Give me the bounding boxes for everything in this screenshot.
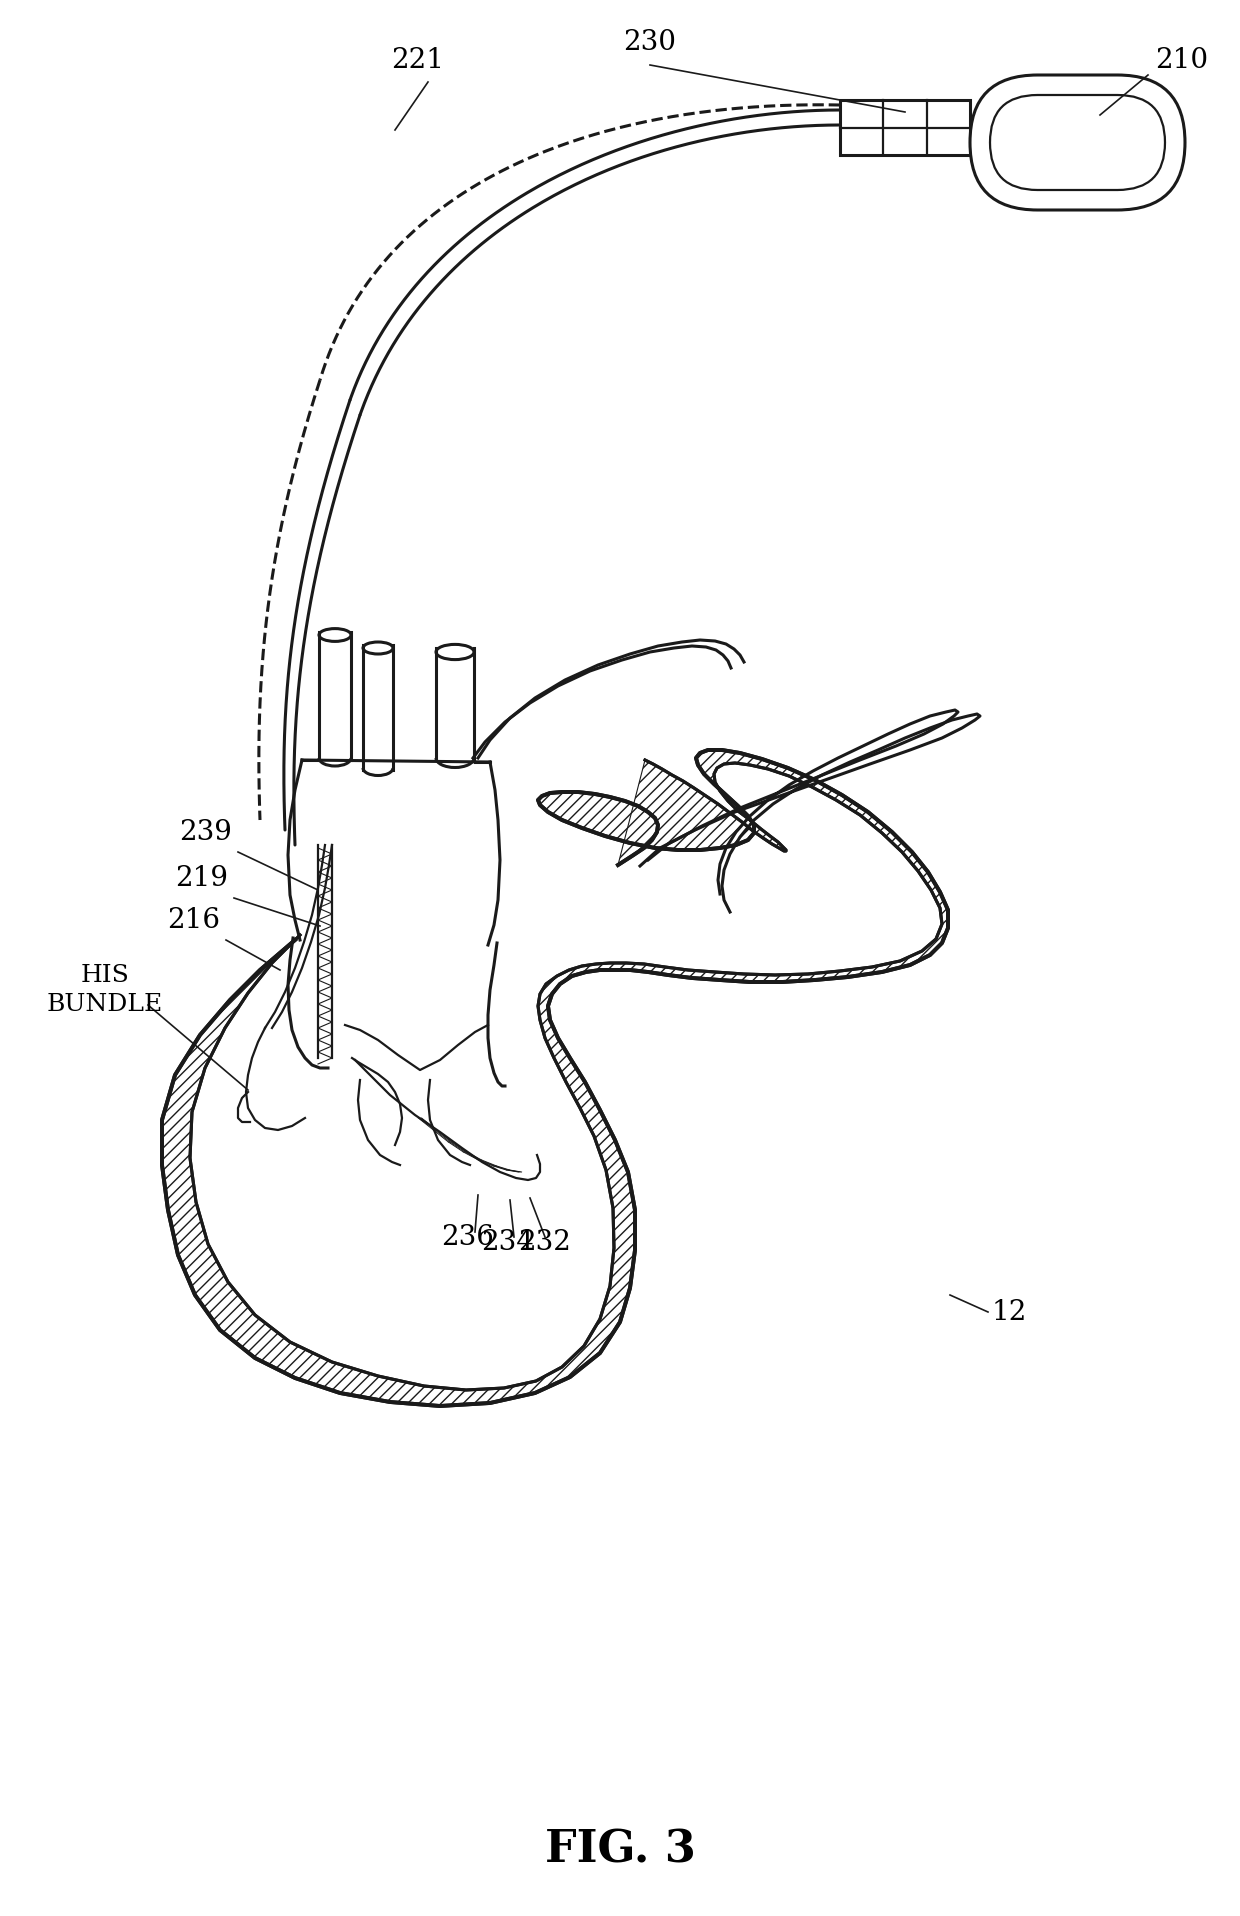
Text: 239: 239 [179, 818, 232, 847]
Text: FIG. 3: FIG. 3 [544, 1828, 696, 1872]
Ellipse shape [436, 644, 474, 659]
Text: 210: 210 [1154, 48, 1208, 75]
FancyBboxPatch shape [970, 75, 1185, 211]
Ellipse shape [319, 628, 351, 642]
Text: 232: 232 [518, 1228, 572, 1257]
Text: 230: 230 [624, 29, 677, 56]
Text: 234: 234 [481, 1228, 534, 1257]
FancyBboxPatch shape [990, 96, 1166, 190]
Text: 221: 221 [392, 48, 444, 75]
Text: 219: 219 [175, 864, 228, 893]
Text: 236: 236 [441, 1224, 495, 1251]
Polygon shape [162, 749, 949, 1406]
Text: HIS
BUNDLE: HIS BUNDLE [47, 964, 164, 1015]
FancyBboxPatch shape [839, 100, 970, 155]
Text: 216: 216 [167, 906, 219, 933]
Ellipse shape [363, 642, 393, 653]
Text: 12: 12 [992, 1299, 1028, 1326]
